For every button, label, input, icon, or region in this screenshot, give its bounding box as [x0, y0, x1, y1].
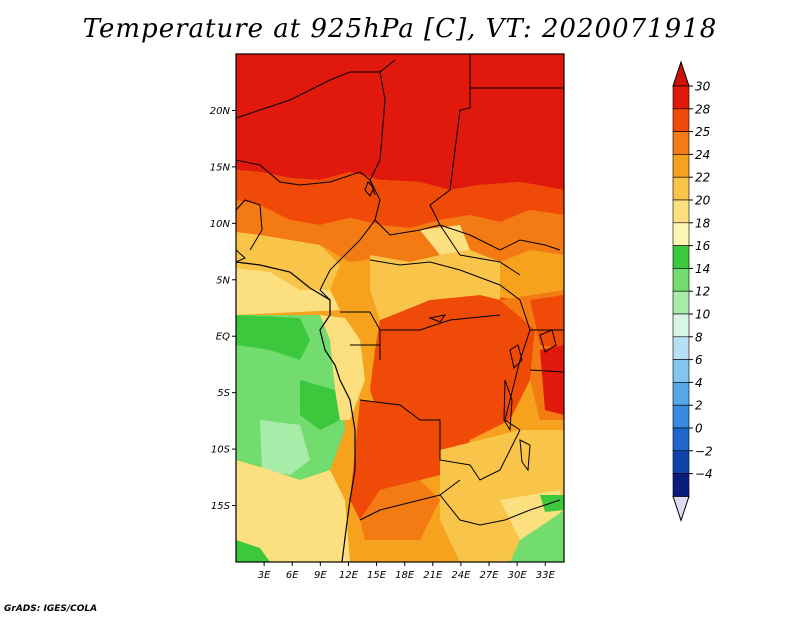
lon-tick-label: 6E [286, 570, 299, 581]
colorbar-label: 14 [695, 262, 710, 276]
colorbar-label: −4 [695, 467, 713, 481]
colorbar-swatch [672, 268, 690, 292]
lat-tick-label: 10S [211, 445, 231, 456]
lon-tick-label: 12E [339, 570, 359, 581]
colorbar-swatch [672, 245, 690, 269]
colorbar-label: 12 [695, 285, 710, 299]
colorbar-swatch [672, 199, 690, 224]
lat-tick-label: 15S [211, 501, 231, 512]
lon-tick-label: 30E [508, 570, 528, 581]
lon-tick-label: 33E [536, 570, 556, 581]
colorbar-top-arrow [672, 60, 690, 87]
lat-tick-label: 20N [210, 106, 231, 117]
colorbar-label: 30 [695, 80, 711, 94]
colorbar-swatch [672, 290, 690, 315]
colorbar-label: 0 [695, 422, 703, 436]
colorbar-swatch [672, 404, 690, 429]
colorbar-label: 2 [695, 399, 703, 413]
lon-tick-label: 18E [395, 570, 415, 581]
lat-tick-label: 15N [210, 162, 231, 173]
grads-credit: GrADS: IGES/COLA [4, 604, 98, 614]
colorbar-swatch [672, 108, 690, 132]
colorbar-swatch [672, 450, 690, 474]
colorbar-label: 28 [695, 102, 711, 116]
lat-tick-label: EQ [216, 332, 230, 343]
colorbar-swatch [672, 336, 690, 360]
colorbar-label: 18 [695, 216, 711, 230]
country-borders [236, 54, 564, 526]
colorbar-label: 16 [695, 239, 711, 253]
colorbar-label: 24 [695, 148, 710, 162]
lakes [364, 181, 557, 472]
latitude-ticks: 20N 15N 10N 5N EQ 5S 10S 15S [210, 106, 236, 512]
colorbar-swatch [672, 154, 690, 178]
colorbar-label: 10 [695, 308, 711, 322]
lon-tick-label: 27E [480, 570, 500, 581]
lon-tick-label: 21E [423, 570, 443, 581]
lon-tick-label: 24E [451, 570, 471, 581]
colorbar-swatch [672, 473, 690, 497]
longitude-ticks: 3E 6E 9E 12E 15E 18E 21E 24E 27E 30E 33E [258, 562, 556, 581]
map-title: Temperature at 925hPa [C], VT: 202007191… [82, 14, 718, 44]
coastline [236, 261, 356, 562]
colorbar-label: 4 [695, 376, 703, 390]
map-frame [235, 53, 565, 563]
colorbar-label: 22 [695, 171, 710, 185]
colorbar-bottom-arrow [672, 495, 690, 522]
colorbar-label: 25 [695, 125, 710, 139]
lat-tick-label: 10N [210, 219, 231, 230]
colorbar-swatch [672, 427, 690, 452]
colorbar-swatch [672, 131, 690, 155]
colorbar-swatch [672, 359, 690, 383]
colorbar-label: 20 [695, 194, 711, 208]
colorbar-swatch [672, 313, 690, 338]
colorbar-label: −2 [695, 444, 713, 458]
lon-tick-label: 15E [367, 570, 387, 581]
colorbar-swatch [672, 382, 690, 406]
colorbar-label: 8 [695, 330, 703, 344]
lon-tick-label: 3E [258, 570, 271, 581]
lon-tick-label: 9E [314, 570, 327, 581]
lat-tick-label: 5S [217, 388, 230, 399]
lat-tick-label: 5N [216, 275, 230, 286]
colorbar-swatch [672, 85, 690, 110]
colorbar-swatch [672, 176, 690, 201]
colorbar-swatch [672, 222, 690, 246]
temperature-field [236, 54, 564, 562]
colorbar-label: 6 [695, 353, 703, 367]
